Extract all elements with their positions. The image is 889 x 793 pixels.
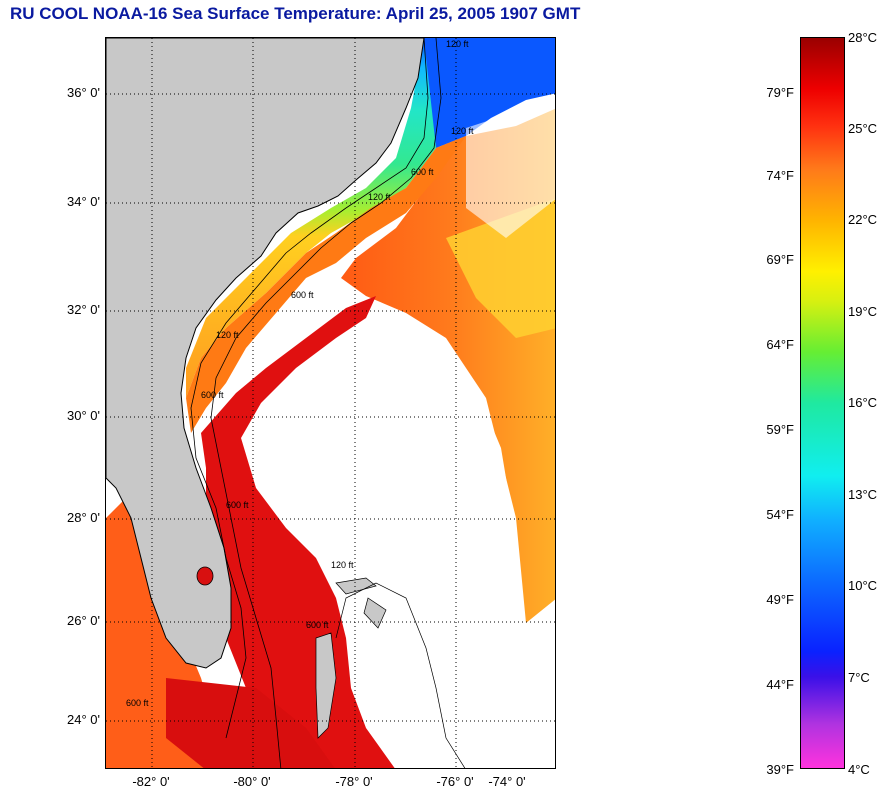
shelf-water: [186, 38, 436, 398]
colorbar-fahrenheit-label: 74°F: [766, 168, 794, 183]
lat-label: 24° 0': [67, 712, 100, 727]
colorbar-celsius-label: 10°C: [848, 578, 878, 593]
colorbar-fahrenheit-label: 54°F: [766, 507, 794, 522]
lat-label: 34° 0': [67, 194, 100, 209]
gulf-cloud: [106, 478, 126, 518]
colorbar-fahrenheit-label: 64°F: [766, 337, 794, 352]
colorbar-fahrenheit-label: 44°F: [766, 677, 794, 692]
contour-labels: 120 ft 120 ft 600 ft 120 ft 600 ft 120 f…: [126, 39, 474, 708]
florida-straits-water: [166, 678, 335, 768]
contour-label: 120 ft: [331, 560, 354, 570]
bahamas-island-2: [335, 577, 377, 595]
land-mass: [106, 38, 425, 669]
contour-label: 600 ft: [411, 167, 434, 177]
colorbar-celsius-label: 7°C: [848, 670, 870, 685]
yellow-patch: [446, 198, 555, 338]
contour-label: 120 ft: [446, 39, 469, 49]
lat-label: 30° 0': [67, 408, 100, 423]
contour-120ft: [190, 38, 429, 739]
lon-label: -80° 0': [233, 774, 271, 789]
contour-label: 120 ft: [368, 192, 391, 202]
cloud-area-north: [466, 98, 555, 238]
contour-bahamas: [335, 582, 466, 768]
bahamas-island-3: [363, 597, 387, 629]
lat-label: 28° 0': [67, 510, 100, 525]
lake-okeechobee: [196, 566, 214, 586]
lon-label: -74° 0': [488, 774, 526, 789]
contour-label: 120 ft: [216, 330, 239, 340]
lat-label: 32° 0': [67, 302, 100, 317]
contour-label: 600 ft: [291, 290, 314, 300]
shelf-edge-warm: [186, 136, 466, 433]
gulf-stream: [201, 296, 395, 768]
contour-label: 600 ft: [201, 390, 224, 400]
colorbar-celsius-label: 19°C: [848, 304, 878, 319]
lon-label: -76° 0': [436, 774, 474, 789]
contour-label: 120 ft: [451, 126, 474, 136]
contour-label: 600 ft: [126, 698, 149, 708]
colorbar-celsius-label: 22°C: [848, 212, 878, 227]
contour-label: 600 ft: [226, 500, 249, 510]
lon-label: -82° 0': [132, 774, 170, 789]
colorbar-fahrenheit-label: 59°F: [766, 422, 794, 437]
bahamas-island-1: [315, 632, 337, 739]
lon-label: -78° 0': [335, 774, 373, 789]
cloud-area: [256, 293, 518, 678]
colorbar-celsius-label: 28°C: [848, 30, 878, 45]
colorbar-celsius-label: 16°C: [848, 395, 878, 410]
lat-label: 26° 0': [67, 613, 100, 628]
colorbar-celsius-label: 4°C: [848, 762, 870, 777]
lat-label: 36° 0': [67, 85, 100, 100]
contour-label: 600 ft: [306, 620, 329, 630]
colorbar-fahrenheit-label: 39°F: [766, 762, 794, 777]
colorbar-celsius-label: 25°C: [848, 121, 878, 136]
map-title: RU COOL NOAA-16 Sea Surface Temperature:…: [10, 4, 581, 23]
colorbar-fahrenheit-label: 79°F: [766, 85, 794, 100]
sst-map[interactable]: 120 ft 120 ft 600 ft 120 ft 600 ft 120 f…: [105, 37, 556, 769]
cold-water-region: [421, 38, 555, 148]
contour-600ft: [210, 38, 442, 768]
colorbar-celsius-label: 13°C: [848, 487, 878, 502]
sst-map-image: 120 ft 120 ft 600 ft 120 ft 600 ft 120 f…: [106, 38, 555, 768]
colorbar-fahrenheit-label: 49°F: [766, 592, 794, 607]
temperature-colorbar: [800, 37, 845, 769]
colorbar-fahrenheit-label: 69°F: [766, 252, 794, 267]
